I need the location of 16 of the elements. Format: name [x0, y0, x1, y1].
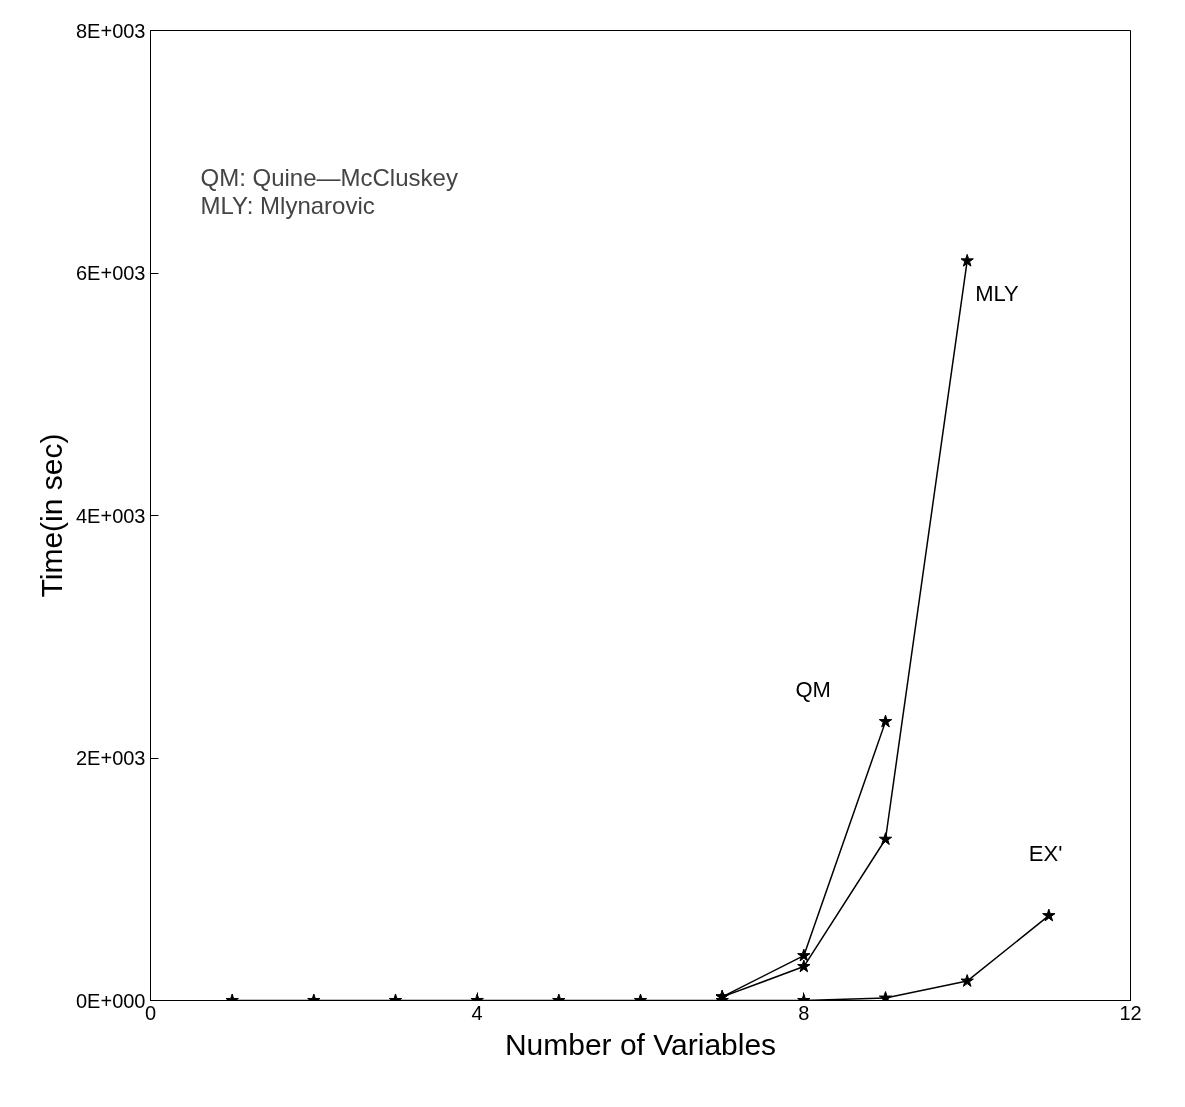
x-tick-label: 12 [1119, 1001, 1142, 1024]
y-axis-title: Time(in sec) [34, 433, 68, 598]
x-tick-label: 4 [471, 1001, 483, 1024]
y-tick-label: 0E+000 [75, 989, 146, 1012]
y-tick-label: 4E+003 [75, 504, 146, 527]
annotation: QM: Quine—McCluskey [200, 163, 458, 191]
x-tick-label: 8 [798, 1001, 810, 1024]
y-tick-label: 8E+003 [75, 19, 146, 42]
y-tick-label: 2E+003 [75, 747, 146, 769]
text: EX' [1028, 840, 1063, 866]
series-label: MLY [975, 280, 1020, 306]
annotation: MLY: Mlynarovic [200, 191, 375, 219]
x-tick-label: 0 [144, 1001, 157, 1024]
y-tick-label: 6E+003 [75, 262, 146, 284]
text: QM [795, 676, 831, 702]
x-axis-title: Number of Variables [504, 1027, 777, 1061]
